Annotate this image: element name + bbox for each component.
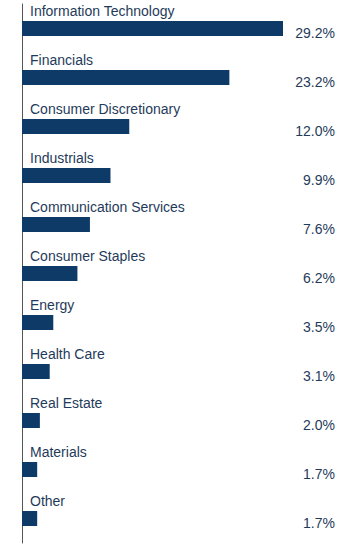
svg-text:Communication Services: Communication Services xyxy=(30,199,185,215)
svg-text:Financials: Financials xyxy=(30,52,93,68)
svg-text:Consumer Discretionary: Consumer Discretionary xyxy=(30,101,180,117)
svg-text:3.5%: 3.5% xyxy=(303,319,335,335)
svg-text:7.6%: 7.6% xyxy=(303,221,335,237)
svg-text:2.0%: 2.0% xyxy=(303,417,335,433)
svg-text:Real Estate: Real Estate xyxy=(30,395,103,411)
svg-text:12.0%: 12.0% xyxy=(295,123,335,139)
svg-text:Information Technology: Information Technology xyxy=(30,3,175,19)
svg-text:1.7%: 1.7% xyxy=(303,515,335,531)
svg-text:Industrials: Industrials xyxy=(30,150,94,166)
svg-text:Other: Other xyxy=(30,493,65,509)
svg-text:Materials: Materials xyxy=(30,444,87,460)
svg-text:23.2%: 23.2% xyxy=(295,74,335,90)
svg-text:29.2%: 29.2% xyxy=(295,25,335,41)
svg-text:Energy: Energy xyxy=(30,297,74,313)
svg-text:9.9%: 9.9% xyxy=(303,172,335,188)
svg-text:6.2%: 6.2% xyxy=(303,270,335,286)
svg-text:Health Care: Health Care xyxy=(30,346,105,362)
svg-text:1.7%: 1.7% xyxy=(303,466,335,482)
svg-text:Consumer Staples: Consumer Staples xyxy=(30,248,145,264)
svg-text:3.1%: 3.1% xyxy=(303,368,335,384)
